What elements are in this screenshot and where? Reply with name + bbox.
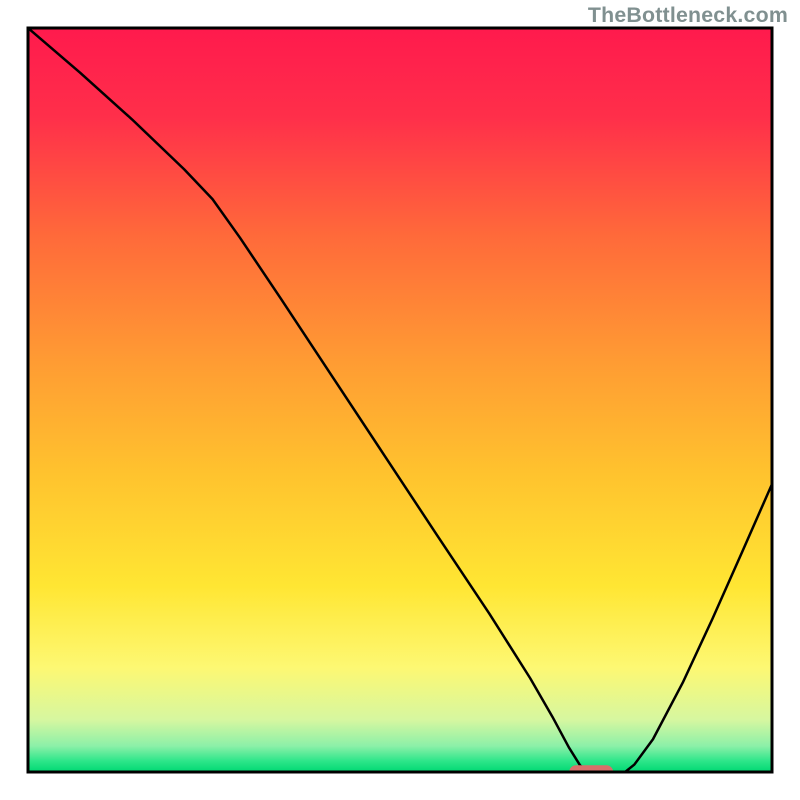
chart-container: TheBottleneck.com [0,0,800,800]
watermark-label: TheBottleneck.com [588,3,788,28]
bottleneck-chart [0,0,800,800]
plot-background [28,28,772,772]
